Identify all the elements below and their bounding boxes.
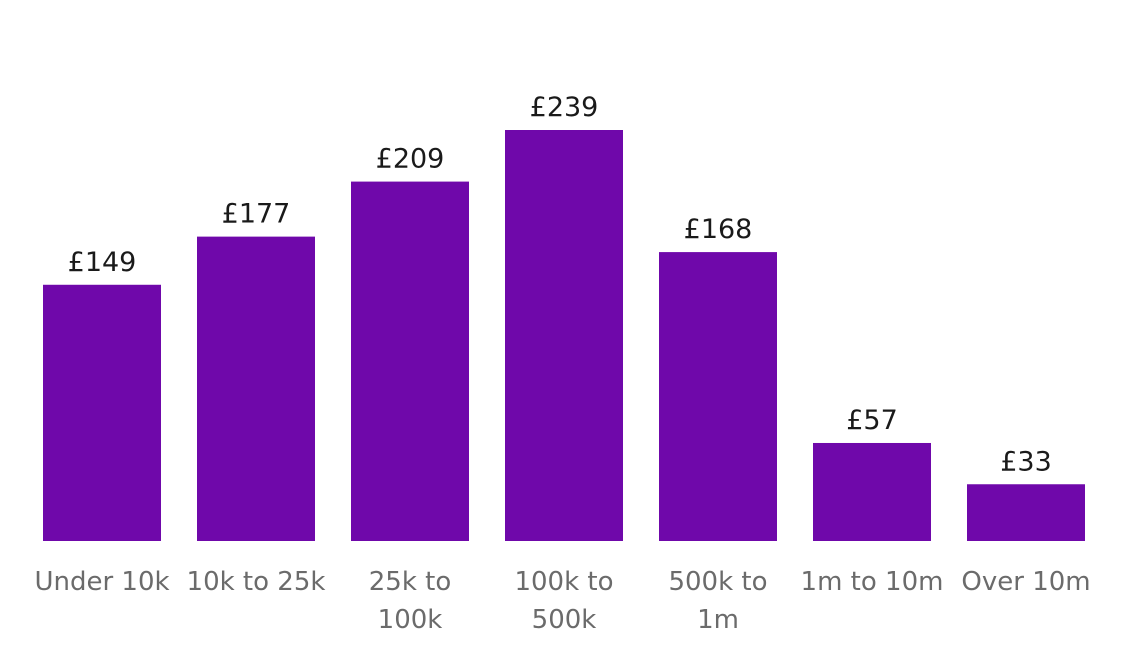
data-label: £57 xyxy=(846,405,898,436)
data-label: £209 xyxy=(376,144,445,175)
data-label: £177 xyxy=(222,199,291,230)
category-label: 500k xyxy=(532,605,597,635)
category-label: 25k to xyxy=(369,567,452,597)
bar xyxy=(813,442,931,541)
category-label: Over 10m xyxy=(961,567,1090,597)
bar xyxy=(659,252,777,541)
bar xyxy=(43,284,161,541)
bar xyxy=(197,236,315,541)
category-label: 500k to xyxy=(668,567,767,597)
bar xyxy=(967,484,1085,541)
data-label: £33 xyxy=(1000,446,1052,477)
category-label: 100k to xyxy=(514,567,613,597)
data-label: £239 xyxy=(530,92,599,123)
category-label: Under 10k xyxy=(34,567,169,597)
bars-group xyxy=(43,130,1085,541)
category-label: 1m xyxy=(697,605,739,635)
category-label: 10k to 25k xyxy=(187,567,326,597)
category-labels-group: Under 10k 10k to 25k 25k to 100k 100k to 500k… xyxy=(34,567,1090,635)
bar xyxy=(351,181,469,541)
data-label: £149 xyxy=(68,247,137,278)
data-label: £168 xyxy=(684,214,753,245)
value-labels-group: £149 £177 £209 £239 £168 £57 £33 xyxy=(68,92,1052,477)
category-label: 1m to 10m xyxy=(801,567,944,597)
category-label: 100k xyxy=(378,605,443,635)
bar xyxy=(505,130,623,541)
